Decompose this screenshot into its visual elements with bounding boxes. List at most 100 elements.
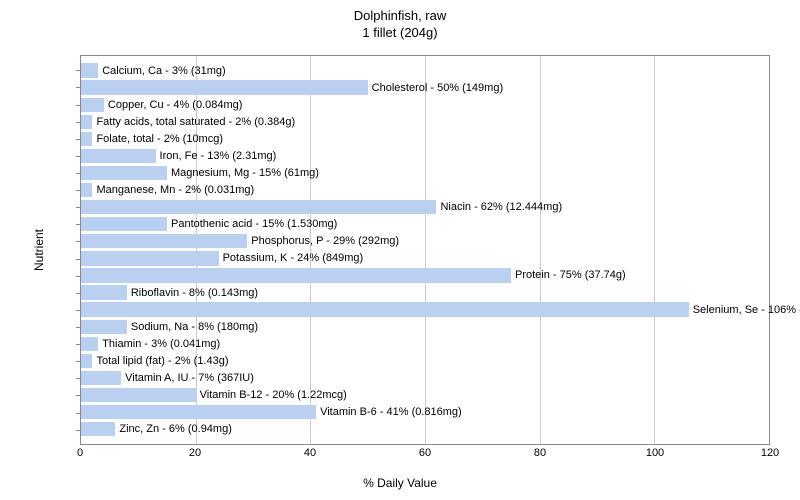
bar-label: Vitamin B-6 - 41% (0.816mg) — [316, 406, 462, 418]
bar-label: Phosphorus, P - 29% (292mg) — [247, 235, 399, 247]
chart-title: Dolphinfish, raw 1 fillet (204g) — [0, 8, 800, 42]
y-tick — [76, 122, 81, 123]
bar-label: Copper, Cu - 4% (0.084mg) — [104, 99, 243, 111]
bar — [81, 320, 127, 334]
bar — [81, 234, 247, 248]
y-tick — [76, 327, 81, 328]
bar-label: Sodium, Na - 8% (180mg) — [127, 321, 258, 333]
x-tick-label: 120 — [761, 447, 779, 459]
bar-label: Manganese, Mn - 2% (0.031mg) — [92, 184, 254, 196]
bar-row: Selenium, Se - 106% (74.5mcg) — [81, 302, 769, 316]
y-tick — [76, 276, 81, 277]
bar-label: Folate, total - 2% (10mcg) — [92, 133, 223, 145]
bar-row: Phosphorus, P - 29% (292mg) — [81, 234, 769, 248]
bar-label: Vitamin A, IU - 7% (367IU) — [121, 372, 254, 384]
y-tick — [76, 413, 81, 414]
bar-label: Pantothenic acid - 15% (1.530mg) — [167, 218, 337, 230]
y-tick — [76, 105, 81, 106]
bar — [81, 183, 92, 197]
bar — [81, 63, 98, 77]
bar — [81, 422, 115, 436]
bar — [81, 217, 167, 231]
y-tick — [76, 224, 81, 225]
bars-container: Calcium, Ca - 3% (31mg) Cholesterol - 50%… — [81, 62, 769, 438]
bar-row: Pantothenic acid - 15% (1.530mg) — [81, 217, 769, 231]
y-tick — [76, 259, 81, 260]
y-tick — [76, 395, 81, 396]
bar-row: Manganese, Mn - 2% (0.031mg) — [81, 183, 769, 197]
bar-row: Niacin - 62% (12.444mg) — [81, 200, 769, 214]
bar — [81, 200, 436, 214]
y-tick — [76, 156, 81, 157]
y-tick — [76, 241, 81, 242]
bar-label: Cholesterol - 50% (149mg) — [368, 82, 503, 94]
bar-row: Cholesterol - 50% (149mg) — [81, 80, 769, 94]
bar-row: Copper, Cu - 4% (0.084mg) — [81, 98, 769, 112]
bar-label: Zinc, Zn - 6% (0.94mg) — [115, 423, 231, 435]
bar-label: Niacin - 62% (12.444mg) — [436, 201, 562, 213]
y-tick — [76, 378, 81, 379]
bar-label: Total lipid (fat) - 2% (1.43g) — [92, 355, 228, 367]
y-tick — [76, 87, 81, 88]
y-tick — [76, 207, 81, 208]
x-axis-label: % Daily Value — [0, 476, 800, 490]
y-tick — [76, 190, 81, 191]
bar-row: Vitamin B-6 - 41% (0.816mg) — [81, 405, 769, 419]
x-tick-label: 40 — [304, 447, 316, 459]
bar-row: Potassium, K - 24% (849mg) — [81, 251, 769, 265]
nutrient-chart: Dolphinfish, raw 1 fillet (204g) Nutrien… — [0, 0, 800, 500]
bar-label: Riboflavin - 8% (0.143mg) — [127, 287, 258, 299]
bar-label: Thiamin - 3% (0.041mg) — [98, 338, 220, 350]
title-line-1: Dolphinfish, raw — [354, 8, 447, 23]
y-tick — [76, 139, 81, 140]
bar-row: Folate, total - 2% (10mcg) — [81, 132, 769, 146]
bar-row: Thiamin - 3% (0.041mg) — [81, 337, 769, 351]
y-tick — [76, 293, 81, 294]
x-tick-label: 20 — [189, 447, 201, 459]
bar-row: Fatty acids, total saturated - 2% (0.384… — [81, 115, 769, 129]
bar-label: Magnesium, Mg - 15% (61mg) — [167, 167, 319, 179]
bar — [81, 80, 368, 94]
bar — [81, 251, 219, 265]
bar-row: Vitamin B-12 - 20% (1.22mcg) — [81, 388, 769, 402]
bar-row: Vitamin A, IU - 7% (367IU) — [81, 371, 769, 385]
y-tick — [76, 310, 81, 311]
y-tick — [76, 344, 81, 345]
x-tick-label: 0 — [77, 447, 83, 459]
x-ticks: 020406080100120 — [80, 447, 770, 465]
y-axis-label: Nutrient — [32, 229, 46, 271]
plot-area: Calcium, Ca - 3% (31mg) Cholesterol - 50%… — [80, 55, 770, 445]
bar-row: Zinc, Zn - 6% (0.94mg) — [81, 422, 769, 436]
y-tick — [76, 430, 81, 431]
bar — [81, 98, 104, 112]
bar-label: Iron, Fe - 13% (2.31mg) — [156, 150, 277, 162]
bar — [81, 285, 127, 299]
bar — [81, 405, 316, 419]
y-tick — [76, 173, 81, 174]
x-tick-label: 100 — [646, 447, 664, 459]
bar — [81, 337, 98, 351]
bar-label: Vitamin B-12 - 20% (1.22mcg) — [196, 389, 347, 401]
x-tick-label: 80 — [534, 447, 546, 459]
bar-label: Calcium, Ca - 3% (31mg) — [98, 65, 225, 77]
y-tick — [76, 70, 81, 71]
bar-row: Calcium, Ca - 3% (31mg) — [81, 63, 769, 77]
bar — [81, 388, 196, 402]
bar-row: Iron, Fe - 13% (2.31mg) — [81, 149, 769, 163]
bar-label: Protein - 75% (37.74g) — [511, 269, 626, 281]
bar-row: Magnesium, Mg - 15% (61mg) — [81, 166, 769, 180]
bar — [81, 302, 689, 316]
title-line-2: 1 fillet (204g) — [362, 25, 437, 40]
bar-row: Sodium, Na - 8% (180mg) — [81, 320, 769, 334]
bar — [81, 268, 511, 282]
bar — [81, 132, 92, 146]
bar — [81, 354, 92, 368]
bar-row: Protein - 75% (37.74g) — [81, 268, 769, 282]
y-tick — [76, 361, 81, 362]
bar-label: Selenium, Se - 106% (74.5mcg) — [689, 304, 800, 316]
x-tick-label: 60 — [419, 447, 431, 459]
bar-label: Potassium, K - 24% (849mg) — [219, 252, 364, 264]
bar — [81, 166, 167, 180]
bar-row: Riboflavin - 8% (0.143mg) — [81, 285, 769, 299]
bar-label: Fatty acids, total saturated - 2% (0.384… — [92, 116, 295, 128]
